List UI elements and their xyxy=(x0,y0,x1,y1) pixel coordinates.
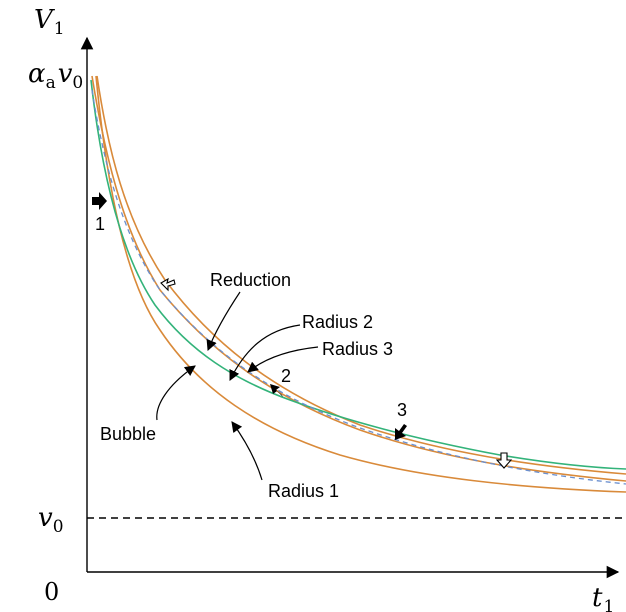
marker-arrow-3 xyxy=(395,424,407,440)
marker-label-1: 1 xyxy=(95,214,105,234)
curve-radius-2 xyxy=(91,75,626,482)
hollow-arrow-upper xyxy=(160,277,176,292)
curve-bubble xyxy=(90,79,626,470)
marker-label-3: 3 xyxy=(397,400,407,420)
y-axis-label: V1 xyxy=(34,5,65,39)
curve-reduction xyxy=(91,89,626,485)
marker-label-2: 2 xyxy=(281,366,291,386)
reduction-label: Reduction xyxy=(210,270,291,290)
marker-arrow-2 xyxy=(270,384,283,397)
radius-1-label: Radius 1 xyxy=(268,481,339,501)
hollow-arrow-lower xyxy=(495,452,513,469)
x-axis-label: t1 xyxy=(592,583,614,612)
radius-2-label: Radius 2 xyxy=(302,312,373,332)
alpha-v0-label: αav0 xyxy=(28,59,83,93)
bubble-leader xyxy=(156,365,196,421)
radius-1-leader xyxy=(231,421,263,481)
radius-3-label: Radius 3 xyxy=(322,339,393,359)
reduction-leader xyxy=(206,291,241,352)
bubble-label: Bubble xyxy=(100,424,156,444)
v0-label: v0 xyxy=(38,503,64,537)
radius-3-leader xyxy=(247,346,319,373)
radius-2-leader xyxy=(229,324,301,381)
origin-label: 0 xyxy=(44,578,59,606)
marker-arrow-1 xyxy=(92,192,107,210)
curve-radius-3 xyxy=(96,75,626,475)
